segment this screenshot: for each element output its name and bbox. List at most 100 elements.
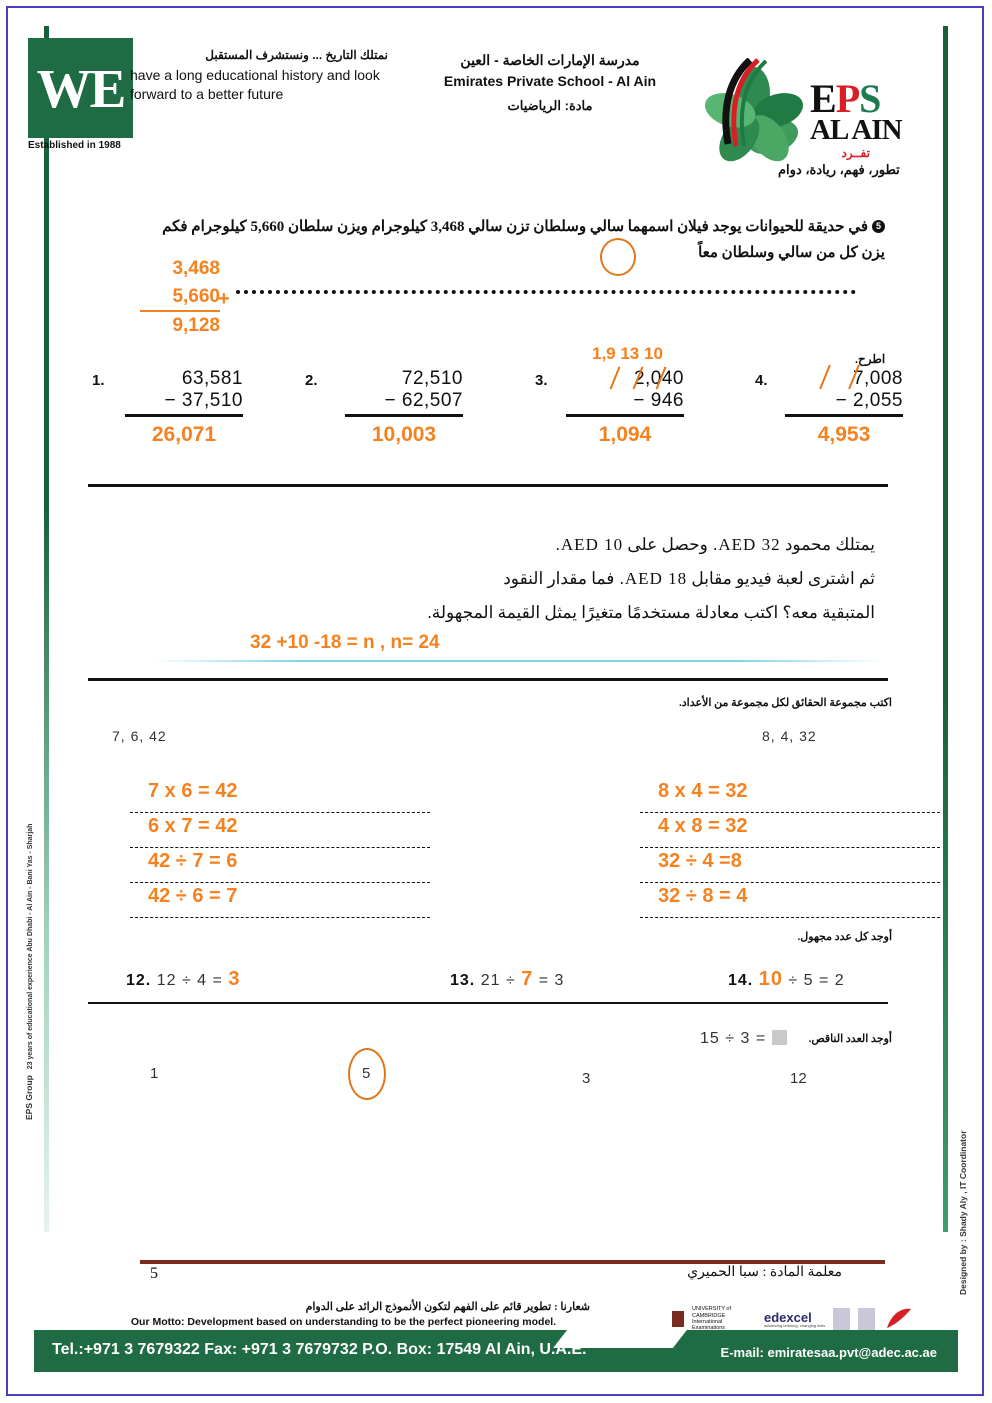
- selected-choice-circle-annotation: [348, 1048, 386, 1100]
- accreditation-logos: UNIVERSITY of CAMBRIDGE International Ex…: [672, 1300, 927, 1338]
- fact-line: 32 ÷ 8 = 4: [640, 883, 940, 918]
- section-divider: [88, 678, 888, 681]
- contact-email[interactable]: E-mail: emiratesaa.pvt@adec.ac.ae: [720, 1345, 937, 1360]
- fact-family-instruction: اكتب مجموعة الحقائق لكل مجموعة من الأعدا…: [679, 697, 892, 709]
- sub-item-3-subtrahend: − 946: [566, 390, 684, 417]
- unknown-item-13-answer: 7: [521, 968, 534, 990]
- eps-group-label: EPS Group: [24, 1075, 34, 1120]
- sub-item-4-subtrahend: − 2,055: [785, 390, 903, 417]
- sub-item-4-minuend: 7,008: [852, 368, 903, 389]
- we-logo: WE: [28, 38, 133, 138]
- we-motto-arabic: نمتلك التاريخ ... ونستشرف المستقبل: [205, 48, 388, 62]
- cambridge-crest-icon: [672, 1311, 684, 1327]
- sub-item-2: 72,510 − 62,507 10,003: [345, 368, 463, 447]
- missing-number-equation: 15 ÷ 3 =: [700, 1030, 787, 1048]
- unknown-item-12-number: 12.: [126, 972, 152, 989]
- unknown-number-instruction: أوجد كل عدد مجهول.: [797, 931, 892, 943]
- missing-number-placeholder-box: [771, 1030, 787, 1045]
- fact-family-right-answers: 8 x 4 = 32 4 x 8 = 32 32 ÷ 4 =8 32 ÷ 8 =…: [640, 778, 940, 918]
- sub-item-4-number: 4.: [755, 372, 768, 389]
- footer-contact-bar: [34, 1330, 958, 1372]
- choice-option-1[interactable]: 1: [150, 1065, 159, 1082]
- sub-item-3-number: 3.: [535, 372, 548, 389]
- unknown-item-14-number: 14.: [728, 972, 754, 989]
- choice-option-3[interactable]: 3: [582, 1070, 591, 1087]
- eps-logo: EPS AL AIN تفــرد تطور، فهم، ريادة، دوام: [690, 44, 945, 189]
- fact-text: 4 x 8 = 32: [658, 815, 748, 837]
- sub-item-1-minuend: 63,581: [181, 368, 243, 389]
- fact-family-left-answers: 7 x 6 = 42 6 x 7 = 42 42 ÷ 7 = 6 42 ÷ 6 …: [130, 778, 430, 918]
- sub-item-3-minuend: 2,040: [566, 368, 684, 390]
- unknown-item-14-tail: ÷ 5 = 2: [788, 972, 845, 989]
- sub-item-1-subtrahend: − 37,510: [125, 390, 243, 417]
- addend-1: 3,468: [172, 258, 220, 279]
- clover-flower-icon: [705, 58, 803, 162]
- unknown-item-13-expression: 21 ÷: [480, 972, 516, 989]
- subtract-instruction: اطرح.: [855, 352, 886, 366]
- answer-dotted-line: [236, 290, 856, 294]
- eps-arabic-motto: تطور، فهم، ريادة، دوام: [778, 162, 900, 177]
- left-green-rail: [44, 26, 49, 1232]
- council-logo-icon: [858, 1308, 876, 1330]
- eps-wordmark: EPS AL AIN تفــرد: [810, 79, 903, 161]
- addend-2: 5,660: [140, 283, 220, 313]
- fact-line: 42 ÷ 6 = 7: [130, 883, 430, 918]
- aed-line-3: المتبقية معه؟ اكتب معادلة مستخدمًا متغير…: [427, 603, 875, 622]
- subject-label: مادة: الرياضيات: [507, 98, 593, 113]
- contact-telephone: Tel.:+971 3 7679322 Fax: +971 3 7679732 …: [52, 1341, 587, 1358]
- unknown-item-12-answer: 3: [228, 968, 241, 990]
- plus-operator: +: [218, 288, 230, 310]
- unknown-item-13-tail: = 3: [538, 972, 565, 989]
- cambridge-label: UNIVERSITY of CAMBRIDGE International Ex…: [692, 1306, 732, 1332]
- section-divider: [88, 484, 888, 487]
- fact-text: 42 ÷ 6 = 7: [148, 885, 238, 907]
- question-5-column-addition: 3,468 5,660 9,128: [140, 255, 220, 340]
- fact-line: 4 x 8 = 32: [640, 813, 940, 848]
- page-border: [6, 6, 984, 1396]
- fact-line: 7 x 6 = 42: [130, 778, 430, 813]
- circled-word-maan-annotation: [600, 238, 636, 276]
- fact-text: 8 x 4 = 32: [658, 780, 748, 802]
- footer-motto-english: Our Motto: Development based on understa…: [130, 1316, 557, 1328]
- fact-family-right-set: 8, 4, 32: [762, 728, 817, 744]
- school-name-english: Emirates Private School - Al Ain: [443, 73, 657, 89]
- aed-word-problem: يمتلك محمود AED 32. وحصل على AED 10. ثم …: [250, 528, 875, 630]
- fact-text: 32 ÷ 8 = 4: [658, 885, 748, 907]
- unknown-item-14: 14. 10 ÷ 5 = 2: [728, 968, 845, 991]
- side-note-left: EPS Group 23 years of educational experi…: [24, 824, 34, 1120]
- sub-item-4: 7,008 − 2,055 4,953: [785, 368, 903, 447]
- fact-family-left-set: 7, 6, 42: [112, 728, 167, 744]
- section-divider: [88, 1002, 888, 1004]
- choice-option-4[interactable]: 12: [790, 1070, 807, 1087]
- aed-line-1: يمتلك محمود AED 32. وحصل على AED 10.: [555, 535, 875, 554]
- eps-group-subtitle: 23 years of educational experience Abu D…: [27, 823, 34, 1070]
- edexcel-logo: edexcel advancing learning, changing liv…: [764, 1311, 825, 1328]
- sub-item-2-subtrahend: − 62,507: [345, 390, 463, 417]
- missing-number-equation-text: 15 ÷ 3 =: [700, 1030, 767, 1047]
- unknown-item-12-expression: 12 ÷ 4 =: [156, 972, 223, 989]
- we-motto-english: have a long educational history and look…: [130, 67, 380, 102]
- page-number: 5: [150, 1265, 158, 1282]
- sub-item-2-answer: 10,003: [371, 423, 437, 446]
- school-name-arabic: مدرسة الإمارات الخاصة - العين: [460, 52, 640, 68]
- established-label: Established in 1988: [28, 140, 121, 151]
- edexcel-tagline: advancing learning, changing lives: [764, 1322, 826, 1328]
- question-5-body: في حديقة للحيوانات يوجد فيلان اسمهما سال…: [162, 219, 885, 262]
- eps-alain-label: AL AIN: [810, 114, 903, 146]
- sub-item-1-number: 1.: [92, 372, 105, 389]
- school-title-block: مدرسة الإمارات الخاصة - العين Emirates P…: [400, 52, 700, 114]
- sub-item-3: 2,040 − 946 1,094: [566, 368, 684, 447]
- unknown-item-14-answer: 10: [758, 968, 783, 990]
- sub-item-1: 63,581 − 37,510 26,071: [125, 368, 243, 447]
- sub-item-3-answer: 1,094: [598, 423, 652, 446]
- eps-letter-p: P: [835, 76, 860, 121]
- unknown-item-12: 12. 12 ÷ 4 = 3: [126, 968, 240, 991]
- footer-motto-arabic: شعارنا : تطوير قائم على الفهم لتكون الأن…: [305, 1301, 590, 1313]
- missing-number-instruction: أوجد العدد الناقص.: [808, 1033, 892, 1045]
- unknown-item-13: 13. 21 ÷ 7 = 3: [450, 968, 564, 991]
- sub-item-3-regrouping-note: 1,9 13 10: [592, 344, 663, 363]
- teacher-name: معلمة المادة : سبا الحميري: [687, 1265, 842, 1280]
- fact-line: 6 x 7 = 42: [130, 813, 430, 848]
- sum-answer: 9,128: [172, 315, 220, 337]
- question-5-text: 5في حديقة للحيوانات يوجد فيلان اسمهما سا…: [140, 214, 885, 267]
